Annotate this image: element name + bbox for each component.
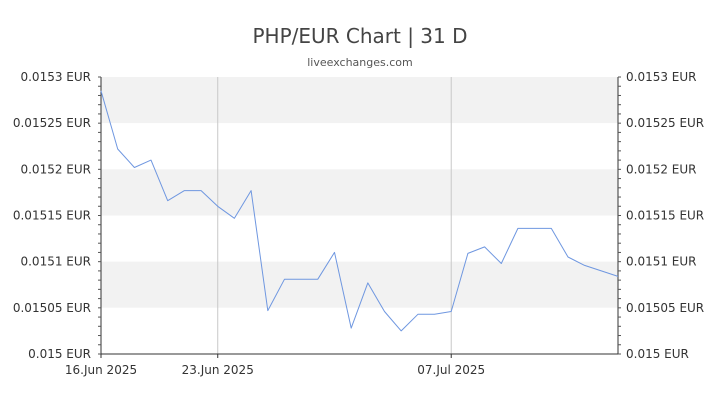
y-tick-label-left: 0.0153 EUR xyxy=(20,70,91,84)
y-tick-label-left: 0.0151 EUR xyxy=(20,255,91,269)
y-tick-label-right: 0.01525 EUR xyxy=(626,116,704,130)
x-tick-label: 23.Jun 2025 xyxy=(182,363,254,377)
grid-band xyxy=(101,261,618,308)
series-line xyxy=(100,90,619,332)
grid-band xyxy=(101,169,618,216)
chart-subtitle: liveexchanges.com xyxy=(307,56,413,69)
y-tick-label-left: 0.0152 EUR xyxy=(20,162,91,176)
y-tick-label-right: 0.0152 EUR xyxy=(626,162,697,176)
y-tick-label-left: 0.01515 EUR xyxy=(13,209,91,223)
x-tick-label: 07.Jul 2025 xyxy=(417,363,485,377)
y-tick-label-left: 0.01505 EUR xyxy=(13,301,91,315)
grid-band xyxy=(101,123,618,170)
x-tick-label: 16.Jun 2025 xyxy=(65,363,137,377)
y-tick-label-right: 0.01505 EUR xyxy=(626,301,704,315)
y-tick-label-right: 0.015 EUR xyxy=(626,347,689,361)
grid-band xyxy=(101,77,618,124)
chart-title: PHP/EUR Chart | 31 D xyxy=(252,24,468,48)
grid-band xyxy=(101,215,618,262)
y-tick-label-right: 0.0151 EUR xyxy=(626,255,697,269)
grid-band xyxy=(101,307,618,354)
y-tick-label-right: 0.01515 EUR xyxy=(626,209,704,223)
y-tick-label-right: 0.0153 EUR xyxy=(626,70,697,84)
y-tick-label-left: 0.01525 EUR xyxy=(13,116,91,130)
y-tick-label-left: 0.015 EUR xyxy=(28,347,91,361)
